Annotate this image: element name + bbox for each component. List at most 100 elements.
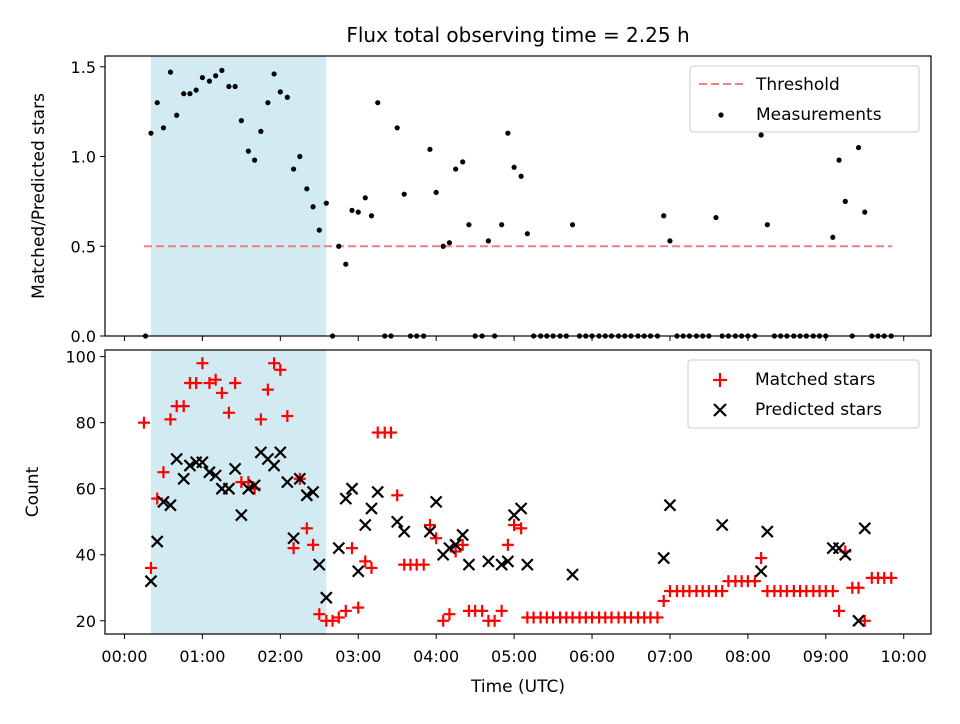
measurement-point <box>238 118 244 124</box>
measurement-point <box>219 67 225 73</box>
matched-star-marker <box>177 400 190 413</box>
x-axis-label: Time (UTC) <box>470 677 565 697</box>
predicted-star-marker <box>462 558 476 571</box>
measurement-point <box>569 222 576 228</box>
predicted-star-marker <box>209 469 222 482</box>
measurement-point <box>232 83 238 90</box>
matched-star-marker <box>716 585 729 598</box>
predicted-star-marker <box>313 558 326 571</box>
predicted-star-marker <box>423 525 437 538</box>
predicted-star-marker <box>663 498 677 512</box>
matched-star-marker <box>391 489 404 502</box>
matched-star-marker <box>508 519 521 532</box>
predicted-star-marker <box>203 465 216 479</box>
matched-star-marker <box>488 614 501 627</box>
matched-star-marker <box>215 386 228 399</box>
measurement-point <box>265 100 271 106</box>
predicted-star-marker <box>170 452 183 466</box>
measurement-point <box>355 209 361 215</box>
predicted-star-marker <box>293 472 307 486</box>
predicted-star-marker <box>371 485 385 499</box>
measurement-point <box>836 157 842 163</box>
predicted-star-marker <box>183 459 197 472</box>
predicted-star-marker <box>397 525 411 538</box>
matched-star-marker <box>495 604 508 617</box>
top-plot-frame <box>104 55 932 337</box>
matched-star-marker <box>456 538 469 551</box>
bottom-x-tick-label: 01:00 <box>179 647 225 666</box>
measurement-point <box>499 222 505 228</box>
top-y-tick-label: 0.5 <box>71 237 96 256</box>
matched-star-marker <box>326 614 339 627</box>
predicted-star-marker <box>228 462 242 476</box>
predicted-star-marker <box>157 495 170 509</box>
measurement-point <box>758 132 764 138</box>
predicted-star-marker <box>248 479 261 492</box>
matched-star-marker <box>437 614 450 627</box>
matched-star-marker <box>417 558 430 571</box>
measurement-point <box>336 243 342 249</box>
measurement-point <box>187 91 193 97</box>
matched-star-marker <box>313 608 326 621</box>
measurement-point <box>290 166 297 172</box>
measurement-point <box>764 222 770 228</box>
measurement-point <box>485 238 491 244</box>
matched-star-marker <box>748 575 761 588</box>
measurement-point <box>174 112 180 118</box>
top-x-ticks <box>123 336 905 341</box>
matched-star-marker <box>501 538 514 551</box>
matched-star-marker <box>657 594 670 607</box>
bottom-x-ticks: 00:00 01:00 02:00 03:00 04:00 05:00 06:00 07:00… <box>101 634 927 666</box>
matched-star-marker <box>352 601 365 614</box>
measurement-point <box>271 71 277 77</box>
measurement-point <box>199 74 206 81</box>
measurement-point <box>148 130 154 136</box>
matched-star-marker <box>384 426 397 439</box>
measurement-point <box>862 209 868 215</box>
predicted-stars-markers <box>144 446 872 628</box>
bottom-x-tick-label: 02:00 <box>257 647 303 666</box>
predicted-star-marker <box>501 555 515 568</box>
measurement-point <box>661 213 667 219</box>
legend-threshold-label: Threshold <box>755 75 840 95</box>
predicted-star-marker <box>858 522 872 535</box>
measurement-point <box>154 100 160 106</box>
matched-star-marker <box>157 466 170 479</box>
bottom-x-tick-label: 06:00 <box>569 647 615 666</box>
matched-star-marker <box>885 571 898 584</box>
predicted-star-marker <box>657 551 670 565</box>
predicted-star-marker <box>267 459 281 472</box>
matched-star-marker <box>332 611 345 624</box>
measurement-point <box>394 125 400 131</box>
measurement-point <box>310 204 316 210</box>
measurement-point <box>830 234 836 240</box>
predicted-star-marker <box>715 518 729 532</box>
matched-star-marker <box>833 604 846 617</box>
measurement-point <box>427 146 433 152</box>
measurement-point <box>181 91 187 97</box>
bottom-y-axis-label: Count <box>23 466 43 517</box>
matched-star-marker <box>307 538 320 551</box>
matched-star-marker <box>261 383 274 396</box>
predicted-star-marker <box>358 518 372 532</box>
predicted-star-marker <box>495 558 508 571</box>
matched-star-marker <box>443 608 456 621</box>
bottom-y-tick-label: 100 <box>65 348 96 367</box>
predicted-star-marker <box>177 472 190 486</box>
predicted-star-marker <box>482 555 495 568</box>
predicted-star-marker <box>365 502 378 515</box>
measurement-point <box>343 261 349 267</box>
legend-predicted-label: Predicted stars <box>755 400 882 420</box>
top-y-tick-label: 1.0 <box>71 148 96 167</box>
predicted-star-marker <box>852 614 865 628</box>
predicted-star-marker <box>443 541 456 555</box>
predicted-star-marker <box>566 568 579 581</box>
predicted-star-marker <box>222 482 236 495</box>
legend-matched-swatch <box>713 373 727 387</box>
measurement-point <box>511 164 517 170</box>
bottom-x-tick-label: 05:00 <box>491 647 537 666</box>
measurement-point <box>258 128 264 134</box>
top-legend-box <box>689 65 920 133</box>
matched-star-marker <box>852 581 865 594</box>
measurement-point <box>518 173 524 179</box>
